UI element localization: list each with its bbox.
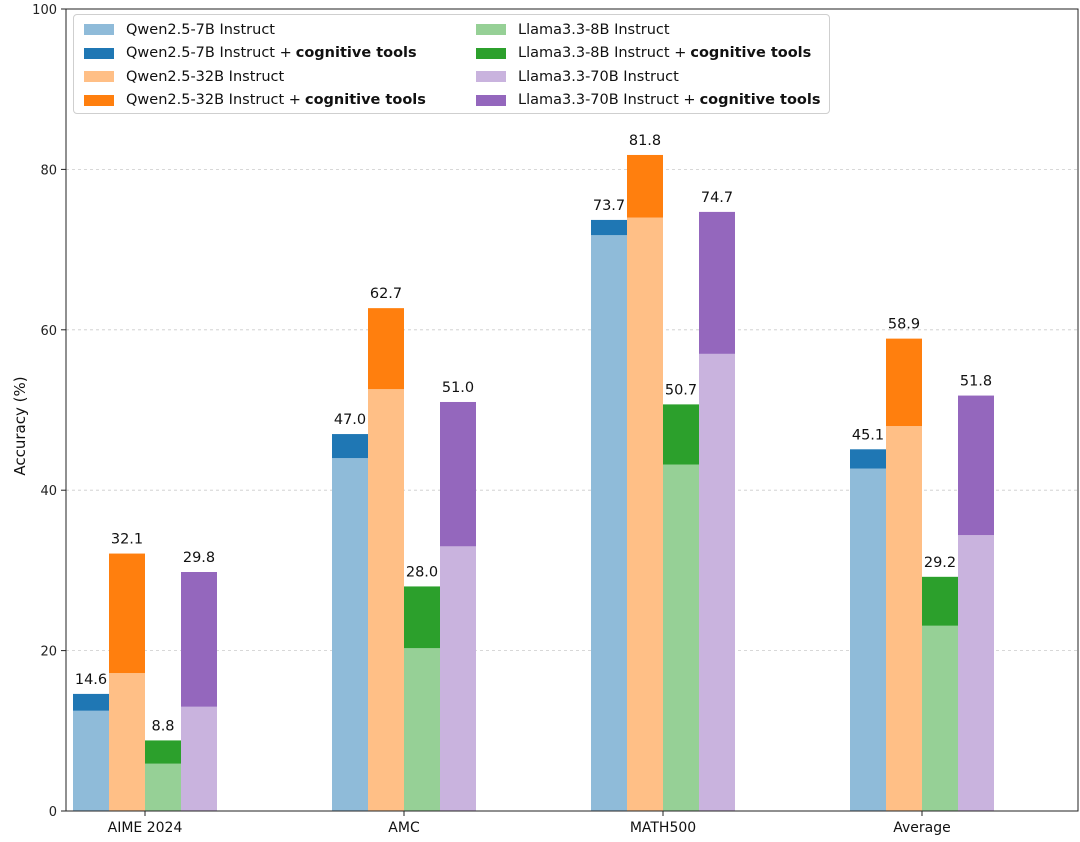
bar-base — [332, 458, 368, 811]
bar-cognitive-tools — [922, 576, 958, 626]
legend-swatch — [84, 24, 114, 36]
x-tick-label: AMC — [388, 820, 420, 836]
data-label: 74.7 — [701, 190, 733, 206]
bar-base — [109, 673, 145, 811]
data-label: 28.0 — [406, 564, 438, 580]
bar-cognitive-tools — [663, 404, 699, 465]
bar-cognitive-tools — [109, 553, 145, 674]
plot-frame — [65, 8, 1079, 812]
gridlines — [66, 168, 1078, 651]
legend-item: Qwen2.5-32B Instruct + cognitive tools — [84, 89, 476, 113]
bar-base — [922, 625, 958, 811]
bar-cognitive-tools — [591, 219, 627, 236]
data-label: 29.2 — [924, 555, 956, 571]
data-label: 29.8 — [183, 550, 215, 566]
data-label: 8.8 — [151, 718, 174, 734]
y-tick-label: 0 — [49, 805, 57, 820]
legend-label: Qwen2.5-7B Instruct — [126, 21, 275, 38]
bar-base — [850, 468, 886, 811]
y-axis-label: Accuracy (%) — [11, 376, 29, 475]
bar-base — [663, 464, 699, 811]
bar-cognitive-tools — [404, 586, 440, 649]
bar-cognitive-tools — [332, 434, 368, 459]
bar-cognitive-tools — [886, 338, 922, 427]
x-tick-label: AIME 2024 — [108, 820, 183, 836]
bar-base — [699, 353, 735, 811]
bar-cognitive-tools — [627, 154, 663, 218]
legend-label-bold: cognitive tools — [690, 45, 812, 62]
legend-swatch — [476, 94, 506, 106]
legend-label: Llama3.3-8B Instruct — [518, 21, 670, 38]
ticks: 0 20 40 60 80 100 AIME 2024 AMC MATH500 Average — [32, 3, 951, 836]
legend-label-bold: cognitive tools — [304, 92, 426, 109]
data-label: 73.7 — [593, 198, 625, 214]
legend-swatch — [84, 47, 114, 59]
bar-base — [627, 217, 663, 811]
legend-item: Llama3.3-70B Instruct + cognitive tools — [476, 89, 826, 113]
bar-base — [368, 389, 404, 811]
x-tick-label: Average — [893, 820, 951, 836]
bar-base — [181, 706, 217, 811]
legend-swatch — [476, 71, 506, 83]
legend-swatch — [476, 47, 506, 59]
legend-item: Qwen2.5-7B Instruct + cognitive tools — [84, 42, 476, 66]
legend-swatch — [84, 94, 114, 106]
legend: Qwen2.5-7B Instruct Llama3.3-8B Instruct Q… — [73, 14, 830, 114]
bar-cognitive-tools — [73, 693, 109, 711]
legend-item: Llama3.3-70B Instruct — [476, 65, 826, 89]
legend-label-bold: cognitive tools — [295, 45, 417, 62]
bar-base — [440, 546, 476, 811]
bars — [73, 154, 994, 811]
legend-swatch — [476, 24, 506, 36]
legend-item: Qwen2.5-7B Instruct — [84, 18, 476, 42]
legend-item: Llama3.3-8B Instruct — [476, 18, 826, 42]
data-labels: 14.6 32.1 8.8 29.8 47.0 62.7 28.0 51.0 73.7 81.8 5… — [75, 133, 992, 734]
legend-label: Llama3.3-70B Instruct — [518, 68, 679, 85]
bar-base — [591, 235, 627, 811]
legend-swatch — [84, 71, 114, 83]
bar-cognitive-tools — [440, 401, 476, 547]
legend-item: Llama3.3-8B Instruct + cognitive tools — [476, 42, 826, 66]
legend-item: Qwen2.5-32B Instruct — [84, 65, 476, 89]
bar-cognitive-tools — [368, 308, 404, 390]
legend-label: Qwen2.5-32B Instruct + — [126, 92, 301, 109]
data-label: 51.0 — [442, 380, 474, 396]
data-label: 81.8 — [629, 133, 661, 149]
legend-label: Qwen2.5-32B Instruct — [126, 68, 285, 85]
y-tick-label: 40 — [40, 484, 57, 499]
data-label: 32.1 — [111, 532, 143, 548]
axes — [65, 8, 1079, 812]
bar-cognitive-tools — [850, 449, 886, 469]
data-label: 47.0 — [334, 412, 366, 428]
bar-base — [958, 535, 994, 811]
bar-base — [404, 648, 440, 811]
bar-cognitive-tools — [181, 572, 217, 707]
x-tick-label: MATH500 — [630, 820, 696, 836]
bar-cognitive-tools — [145, 740, 181, 764]
y-tick-label: 60 — [40, 324, 57, 339]
legend-label: Llama3.3-70B Instruct + — [518, 92, 696, 109]
bar-cognitive-tools — [699, 211, 735, 354]
data-label: 62.7 — [370, 286, 402, 302]
legend-label: Qwen2.5-7B Instruct + — [126, 45, 292, 62]
bar-base — [73, 710, 109, 811]
y-tick-label: 80 — [40, 163, 57, 178]
y-tick-label: 20 — [40, 645, 57, 660]
data-label: 45.1 — [852, 427, 884, 443]
data-label: 51.8 — [960, 374, 992, 390]
data-label: 14.6 — [75, 672, 107, 688]
legend-label: Llama3.3-8B Instruct + — [518, 45, 687, 62]
data-label: 50.7 — [665, 382, 697, 398]
bar-base — [145, 763, 181, 811]
legend-label-bold: cognitive tools — [699, 92, 821, 109]
data-label: 58.9 — [888, 317, 920, 333]
bar-cognitive-tools — [958, 395, 994, 536]
bar-base — [886, 426, 922, 811]
y-tick-label: 100 — [32, 3, 57, 18]
